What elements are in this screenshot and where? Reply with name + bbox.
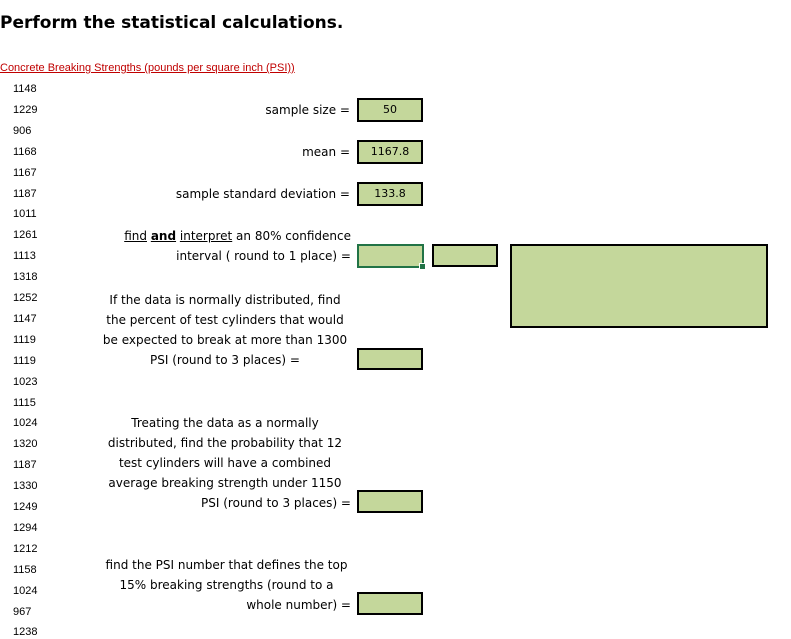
- data-value-cell[interactable]: 1320: [13, 438, 38, 451]
- ci-upper-cell[interactable]: [432, 244, 498, 267]
- data-value-cell[interactable]: 1119: [13, 333, 36, 346]
- data-value-cell[interactable]: 906: [13, 124, 32, 137]
- top-question-line2: 15% breaking strengths (round to a: [119, 578, 334, 592]
- data-value-cell[interactable]: 1318: [13, 271, 38, 284]
- data-value-cell[interactable]: 967: [13, 605, 32, 618]
- ci-find-text: find: [124, 229, 147, 243]
- sample-size-label: sample size =: [265, 103, 350, 117]
- data-value-cell[interactable]: 1148: [13, 83, 37, 95]
- prob-question-line2: distributed, find the probability that 1…: [107, 436, 343, 450]
- prob-question-line1: Treating the data as a normally: [131, 416, 319, 430]
- data-value-cell[interactable]: 1115: [13, 396, 36, 409]
- data-column-header: Concrete Breaking Strengths (pounds per …: [0, 62, 295, 74]
- prob-question-line5: PSI (round to 3 places) =: [201, 496, 351, 510]
- data-value-cell[interactable]: 1023: [13, 375, 38, 388]
- percent-answer-cell[interactable]: [357, 348, 423, 370]
- ci-label-line2: interval ( round to 1 place) =: [176, 249, 351, 263]
- data-value-cell[interactable]: 1158: [13, 563, 37, 576]
- top-question-line1: find the PSI number that defines the top: [105, 558, 348, 572]
- percent-question-line3: be expected to break at more than 1300: [102, 333, 348, 347]
- data-value-cell[interactable]: 1113: [13, 250, 36, 263]
- ci-lower-cell[interactable]: [357, 244, 426, 270]
- data-value-cell[interactable]: 1229: [13, 103, 38, 116]
- data-value-cell[interactable]: 1252: [13, 292, 38, 304]
- ci-and-text: and: [150, 229, 177, 243]
- ci-label-line1: find and interpret an 80% confidence: [90, 226, 351, 246]
- data-value-cell[interactable]: 1024: [13, 417, 38, 430]
- data-value-cell[interactable]: 1330: [13, 480, 38, 493]
- percent-question-line4: PSI (round to 3 places) =: [150, 353, 300, 367]
- data-value-cell[interactable]: 1187: [13, 187, 37, 200]
- std-dev-label: sample standard deviation =: [175, 187, 350, 201]
- percent-question-line1: If the data is normally distributed, fin…: [109, 293, 341, 307]
- data-value-cell[interactable]: 1147: [13, 312, 37, 325]
- mean-cell[interactable]: 1167.8: [357, 140, 423, 164]
- page-title: Perform the statistical calculations.: [0, 13, 344, 33]
- std-dev-cell[interactable]: 133.8: [357, 182, 423, 206]
- prob-question-line3: test cylinders will have a combined: [118, 456, 332, 470]
- data-value-cell[interactable]: 1168: [13, 145, 37, 158]
- data-value-cell[interactable]: 1119: [13, 354, 36, 367]
- data-value-cell[interactable]: 1261: [13, 229, 38, 242]
- ci-rest-text: an 80% confidence: [236, 229, 351, 243]
- mean-label: mean =: [302, 145, 350, 159]
- data-value-cell[interactable]: 1187: [13, 459, 37, 472]
- data-value-cell[interactable]: 1238: [13, 626, 38, 639]
- data-value-cell[interactable]: 1212: [13, 542, 38, 555]
- ci-interpret-text: interpret: [179, 229, 233, 243]
- data-value-cell[interactable]: 1294: [13, 521, 38, 534]
- percent-question-line2: the percent of test cylinders that would: [106, 313, 344, 327]
- data-value-cell[interactable]: 1167: [13, 166, 37, 179]
- data-value-cell[interactable]: 1011: [13, 208, 37, 221]
- data-value-cell[interactable]: 1024: [13, 584, 38, 597]
- data-value-cell[interactable]: 1249: [13, 501, 38, 513]
- prob-answer-cell[interactable]: [357, 490, 423, 513]
- sample-size-cell[interactable]: 50: [357, 98, 423, 122]
- top-question-line3: whole number) =: [246, 598, 351, 612]
- prob-question-line4: average breaking strength under 1150: [108, 476, 342, 490]
- ci-interpretation-cell[interactable]: [510, 244, 768, 328]
- top-answer-cell[interactable]: [357, 592, 423, 615]
